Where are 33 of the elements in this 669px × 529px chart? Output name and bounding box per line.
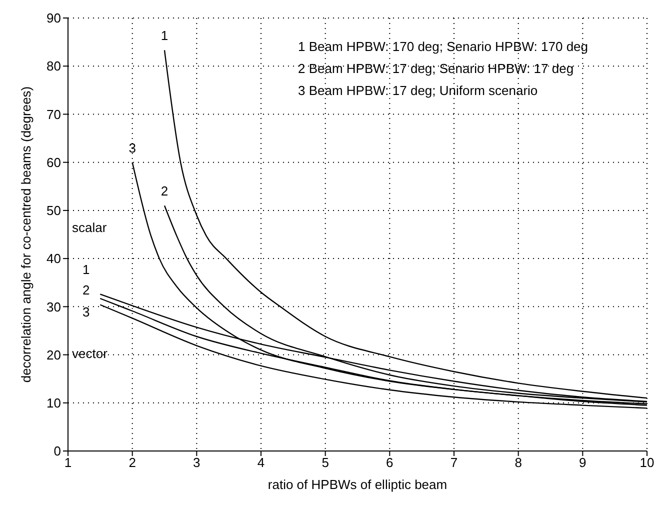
y-tick-label: 20: [46, 347, 61, 362]
y-axis-title: decorrelation angle for co-centred beams (degrees): [18, 86, 34, 383]
x-tick-label: 4: [257, 455, 265, 470]
y-tick-label: 10: [46, 396, 61, 411]
y-tick-label: 80: [46, 58, 61, 74]
y-tick-label: 60: [46, 154, 61, 170]
x-tick-label: 10: [640, 455, 654, 470]
series-label: 2: [160, 184, 168, 199]
annotation: 3 Beam HPBW: 17 deg; Uniform scenario: [298, 82, 539, 100]
x-axis-title: ratio of HPBWs of elliptic beam: [268, 477, 448, 492]
annotation: scalar: [72, 220, 107, 235]
x-tick-label: 1: [64, 455, 72, 470]
series-label: 1: [160, 28, 168, 44]
y-tick-label: 70: [46, 106, 61, 122]
x-tick-label: 9: [579, 455, 586, 470]
x-tick-label: 3: [193, 455, 200, 470]
series-label: 2: [82, 282, 90, 298]
x-tick-label: 8: [514, 455, 522, 470]
x-tick-label: 7: [450, 455, 458, 470]
y-tick-label: 0: [54, 444, 61, 459]
y-tick-label: 50: [46, 203, 61, 218]
annotation: 1 Beam HPBW: 170 deg; Senario HPBW: 170 deg: [298, 38, 588, 56]
series-label: 3: [128, 140, 136, 156]
y-tick-label: 30: [46, 299, 61, 314]
x-tick-label: 5: [322, 455, 329, 470]
x-tick-label: 6: [386, 455, 394, 470]
series-label: 3: [82, 304, 90, 320]
y-tick-label: 90: [46, 10, 61, 26]
y-tick-label: 40: [46, 251, 61, 266]
series-label: 1: [82, 262, 90, 278]
x-tick-label: 2: [128, 455, 136, 470]
annotation: vector: [72, 346, 108, 361]
annotation: 2 Beam HPBW: 17 deg; Senario HPBW: 17 deg: [298, 60, 575, 78]
